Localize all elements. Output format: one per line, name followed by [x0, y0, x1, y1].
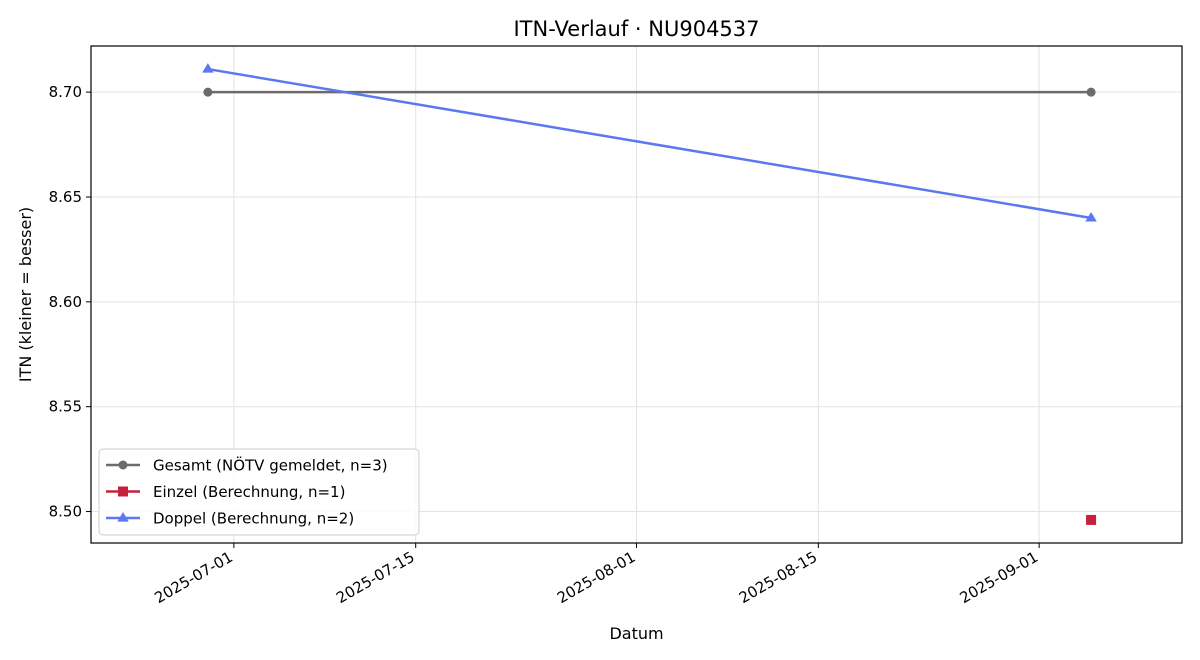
data-point [1087, 88, 1096, 97]
series-square [1086, 515, 1096, 525]
legend-label: Gesamt (NÖTV gemeldet, n=3) [153, 456, 388, 475]
legend-marker [119, 461, 128, 470]
legend-marker [118, 487, 128, 497]
y-axis-label: ITN (kleiner = besser) [16, 207, 35, 382]
legend-label: Einzel (Berechnung, n=1) [153, 483, 345, 501]
y-tick-label: 8.65 [49, 188, 82, 206]
x-axis-label: Datum [609, 624, 663, 643]
y-tick-label: 8.55 [49, 398, 82, 416]
legend-label: Doppel (Berechnung, n=2) [153, 510, 354, 528]
y-tick-label: 8.60 [49, 293, 82, 311]
y-tick-label: 8.50 [49, 503, 82, 521]
chart-title: ITN-Verlauf · NU904537 [513, 17, 759, 41]
data-point [1086, 515, 1096, 525]
y-tick-label: 8.70 [49, 83, 82, 101]
data-point [203, 88, 212, 97]
legend: Gesamt (NÖTV gemeldet, n=3) Einzel (Berec… [99, 449, 419, 535]
